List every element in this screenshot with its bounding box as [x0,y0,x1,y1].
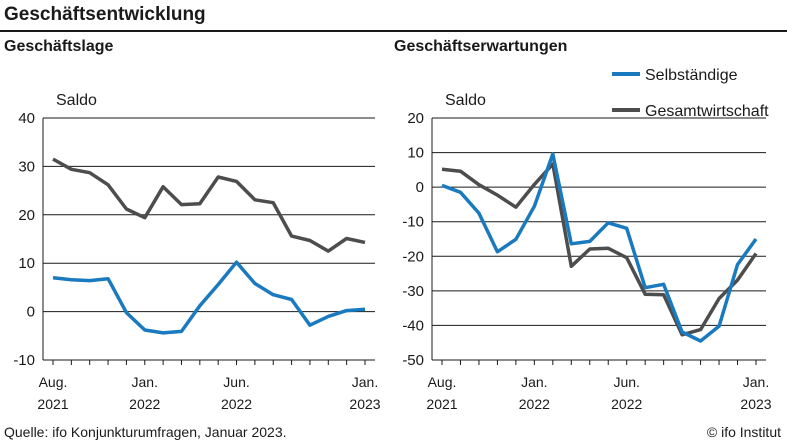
source-note: Quelle: ifo Konjunkturumfragen, Januar 2… [4,424,287,440]
left-x-tick-year: 2022 [221,396,252,412]
left-y-tick-label: 30 [18,158,35,175]
right-y-tick-label: -40 [402,317,424,334]
right-x-tick-year: 2022 [611,396,642,412]
right-y-tick-label: 0 [416,179,424,196]
right-x-tick-label: Jun. [613,374,639,390]
right-x-tick-label: Jan. [521,374,547,390]
left-unit-label: Saldo [56,92,97,109]
copyright-credit: © ifo Institut [706,424,781,440]
panel-geschaeftserwartungen: -50 -40 -30 -20 -10 0 10 20 Saldo Aug. 2021 Jan. 202… [402,92,771,412]
left-y-tick-label: -10 [13,352,35,369]
right-y-tick-label: -50 [402,352,424,369]
left-series-gesamtwirtschaft [52,157,366,253]
left-y-tick-label: 0 [27,304,35,321]
legend-label-gesamtwirtschaft: Gesamtwirtschaft [645,103,769,120]
right-y-tick-label: -30 [402,283,424,300]
right-x-tick-year: 2022 [519,396,550,412]
left-x-tick-year: 2023 [349,396,380,412]
panel-title-left: Geschäftslage [4,38,114,55]
left-x-tick-label: Jun. [223,374,249,390]
right-y-tick-label: 20 [407,110,424,127]
left-y-tick-label: 10 [18,255,35,272]
left-y-tick-label: 40 [18,110,35,127]
right-y-tick-label: -20 [402,248,424,265]
left-x-tick-year: 2021 [37,396,68,412]
left-y-tick-label: 20 [18,207,35,224]
right-x-tick-year: 2021 [426,396,457,412]
right-x-tick-label: Aug. [428,374,457,390]
right-unit-label: Saldo [445,92,486,109]
right-series-selbständige [441,152,758,343]
right-y-tick-label: 10 [407,145,424,162]
title-divider [0,30,787,32]
left-x-tick-year: 2022 [129,396,160,412]
right-x-tick-year: 2023 [740,396,771,412]
chart-title: Geschäftsentwicklung [4,4,206,25]
right-x-tick-label: Jan. [743,374,769,390]
legend: Selbständige Gesamtwirtschaft [612,67,769,120]
right-series-gesamtwirtschaft [441,162,758,337]
right-y-tick-label: -10 [402,214,424,231]
panel-geschaeftslage: -10 0 10 20 30 40 Saldo Aug. 2021 Jan. 2022 Jun. 202… [13,92,380,412]
panel-title-right: Geschäftserwartungen [394,38,568,55]
left-x-tick-label: Aug. [39,374,68,390]
left-series-selbständige [52,260,366,335]
left-x-tick-label: Jan. [352,374,378,390]
left-x-tick-label: Jan. [132,374,158,390]
legend-label-selbständige: Selbständige [645,67,738,84]
